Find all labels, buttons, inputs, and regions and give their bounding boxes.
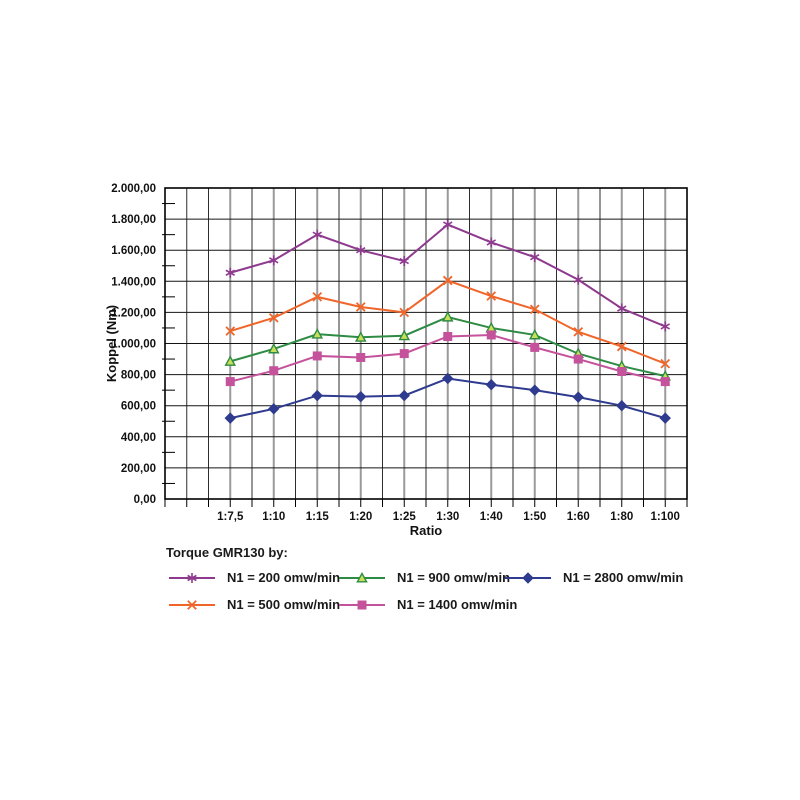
data-point-marker bbox=[268, 403, 280, 415]
data-point-marker bbox=[399, 307, 410, 318]
data-point-marker bbox=[443, 332, 453, 342]
data-point-marker bbox=[659, 412, 671, 424]
x-tick-label: 1:15 bbox=[306, 511, 330, 523]
x-tick-label: 1:25 bbox=[393, 511, 417, 523]
y-tick-label: 800,00 bbox=[121, 370, 156, 382]
data-point-marker bbox=[269, 255, 279, 266]
data-point-marker bbox=[398, 329, 411, 341]
y-tick-label: 0,00 bbox=[134, 494, 156, 506]
data-point-marker bbox=[528, 328, 541, 340]
data-point-marker bbox=[356, 245, 366, 256]
x-tick-label: 1:7,5 bbox=[217, 511, 244, 523]
y-tick-label: 2.000,00 bbox=[111, 183, 156, 195]
x-tick-label: 1:40 bbox=[480, 511, 503, 523]
data-point-marker bbox=[660, 358, 671, 369]
series-2 bbox=[225, 275, 671, 369]
data-point-marker bbox=[660, 321, 670, 332]
x-tick-label: 1:20 bbox=[349, 511, 372, 523]
data-point-marker bbox=[616, 341, 627, 352]
data-point-marker bbox=[442, 275, 453, 286]
data-point-marker bbox=[224, 355, 237, 366]
y-tick-label: 600,00 bbox=[121, 401, 156, 413]
data-point-marker bbox=[224, 412, 236, 424]
x-tick-label: 1:100 bbox=[651, 511, 680, 523]
data-point-marker bbox=[225, 267, 235, 278]
data-point-marker bbox=[312, 229, 322, 240]
x-axis-title: Ratio bbox=[410, 523, 443, 538]
series-4 bbox=[225, 330, 670, 387]
data-point-marker bbox=[441, 311, 454, 322]
data-point-marker bbox=[616, 399, 628, 412]
y-tick-label: 400,00 bbox=[121, 432, 156, 444]
data-point-marker bbox=[443, 219, 453, 230]
data-point-marker bbox=[617, 303, 627, 314]
y-tick-label: 1.400,00 bbox=[111, 276, 156, 288]
x-tick-label: 1:80 bbox=[610, 511, 633, 523]
data-point-marker bbox=[530, 342, 540, 352]
series-5 bbox=[224, 372, 671, 424]
data-point-marker bbox=[312, 351, 322, 361]
data-point-marker bbox=[572, 391, 584, 403]
data-point-marker bbox=[573, 274, 583, 285]
data-point-marker bbox=[398, 389, 410, 402]
data-point-marker bbox=[269, 366, 279, 376]
data-point-marker bbox=[268, 313, 279, 323]
data-point-marker bbox=[485, 379, 497, 391]
x-tick-label: 1:60 bbox=[567, 511, 590, 523]
data-point-marker bbox=[356, 352, 366, 362]
y-tick-label: 1.200,00 bbox=[111, 307, 156, 319]
data-point-marker bbox=[486, 237, 496, 248]
data-point-marker bbox=[529, 384, 541, 396]
series-1 bbox=[225, 219, 670, 332]
data-point-marker bbox=[399, 256, 409, 267]
data-point-marker bbox=[354, 331, 367, 342]
data-point-marker bbox=[660, 377, 670, 387]
data-point-marker bbox=[311, 328, 324, 339]
data-point-marker bbox=[573, 327, 584, 337]
data-point-marker bbox=[399, 349, 409, 359]
y-tick-label: 200,00 bbox=[121, 463, 156, 475]
data-point-marker bbox=[225, 377, 235, 387]
data-point-marker bbox=[442, 372, 454, 385]
plot-border bbox=[164, 187, 688, 500]
data-point-marker bbox=[355, 390, 367, 403]
x-tick-label: 1:30 bbox=[436, 511, 459, 523]
x-tick-label: 1:50 bbox=[523, 511, 546, 523]
y-tick-label: 1.800,00 bbox=[111, 214, 156, 226]
data-point-marker bbox=[573, 354, 583, 364]
data-point-marker bbox=[311, 389, 323, 402]
x-tick-label: 1:10 bbox=[262, 511, 285, 523]
y-tick-label: 1.000,00 bbox=[111, 339, 156, 351]
data-point-marker bbox=[225, 326, 236, 336]
y-axis-title: Koppel (Nm) bbox=[104, 305, 119, 382]
y-tick-label: 1.600,00 bbox=[111, 245, 156, 257]
data-point-marker bbox=[617, 366, 627, 376]
data-point-marker bbox=[529, 304, 540, 315]
data-point-marker bbox=[355, 302, 366, 312]
series-3 bbox=[224, 311, 672, 381]
data-point-marker bbox=[267, 342, 280, 354]
data-point-marker bbox=[486, 330, 496, 340]
data-point-marker bbox=[312, 292, 323, 302]
data-point-marker bbox=[486, 291, 497, 301]
data-point-marker bbox=[530, 252, 540, 263]
